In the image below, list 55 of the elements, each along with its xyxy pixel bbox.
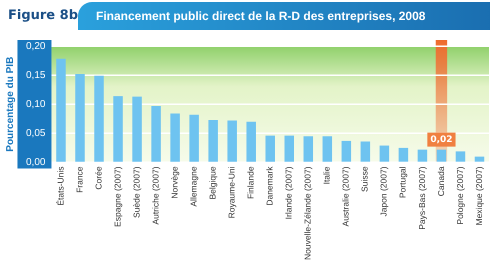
- x-tick-label: Pays-Bas (2007): [416, 166, 427, 230]
- x-tick-label: Canada: [436, 166, 446, 196]
- bar: [132, 96, 142, 162]
- x-tick-label: Autriche (2007): [150, 166, 160, 225]
- x-tick-label: France: [74, 166, 84, 193]
- bar: [474, 156, 484, 162]
- y-tick-label: 0,00: [26, 157, 46, 168]
- x-tick-label: Allemagne: [188, 166, 198, 207]
- bar: [227, 120, 237, 162]
- bar: [170, 114, 180, 162]
- bar: [456, 151, 466, 162]
- bar: [189, 114, 199, 162]
- caption: Figure 8b: [8, 8, 78, 23]
- x-tick-label: Espagne (2007): [112, 166, 122, 227]
- x-tick-label: Suisse: [360, 166, 370, 192]
- y-tick-label: 0,20: [26, 40, 46, 52]
- bar: [398, 148, 408, 162]
- x-tick-label: Corée: [93, 166, 104, 190]
- x-tick-label: Belgique: [208, 166, 218, 200]
- x-tick-label: Pologne (2007): [454, 166, 465, 225]
- bar: [113, 96, 123, 162]
- bar: [304, 136, 314, 162]
- y-tick-label: 0,10: [26, 98, 46, 110]
- y-tick-label: 0,05: [26, 128, 46, 140]
- x-tick-label: Japon (2007): [378, 166, 389, 217]
- bar: [265, 136, 275, 162]
- bar: [342, 140, 352, 162]
- bar: [360, 141, 370, 162]
- bar: [75, 74, 85, 162]
- x-tick-label: Italie: [322, 166, 332, 184]
- bar: [418, 150, 428, 162]
- bar: [380, 146, 390, 162]
- chart-title: Financement public direct de la R-D des entreprises, 2008: [78, 2, 490, 30]
- y-axis-title: Pourcentage du PIB: [4, 56, 16, 152]
- x-tick-label: Finlande: [246, 166, 256, 200]
- data-label: 0,02: [430, 134, 453, 145]
- x-tick-label: Royaume-Uni: [226, 166, 237, 218]
- x-tick-label: Australie (2007): [340, 166, 351, 226]
- y-tick-label: 0,15: [26, 70, 46, 81]
- x-tick-label: Portugal: [398, 166, 408, 198]
- bar: [56, 58, 66, 162]
- bar: [436, 150, 446, 162]
- bar: [322, 136, 332, 162]
- x-tick-label: Danemark: [264, 166, 275, 206]
- x-tick-label: Nouvelle-Zélande (2007): [302, 166, 313, 260]
- x-tick-label: États-Unis: [55, 166, 66, 206]
- bar: [208, 120, 218, 162]
- x-tick-label: Irlande (2007): [284, 166, 294, 220]
- bar: [94, 76, 104, 162]
- x-tick-label: Mexique (2007): [474, 166, 484, 226]
- bar: [246, 122, 256, 162]
- bar: [151, 106, 161, 162]
- bar: [284, 136, 294, 162]
- x-tick-label: Norvège: [169, 166, 180, 199]
- x-tick-label: Suède (2007): [131, 166, 142, 218]
